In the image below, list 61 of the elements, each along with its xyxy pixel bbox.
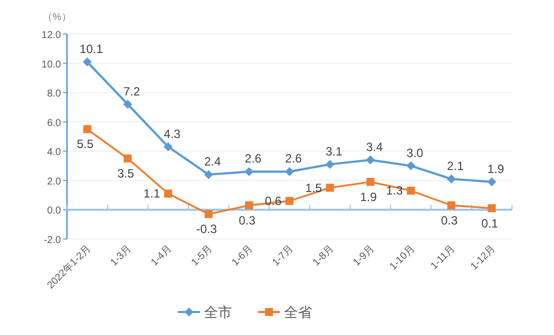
data-label: -0.3 xyxy=(196,222,218,236)
data-label: 3.4 xyxy=(366,140,384,154)
point xyxy=(487,177,496,186)
point xyxy=(123,100,132,109)
point xyxy=(204,210,213,218)
data-label: 3.0 xyxy=(406,146,424,160)
x-tick-label: 1-8月 xyxy=(311,243,336,268)
y-tick-label: 4.0 xyxy=(47,147,62,158)
y-tick-label: 12.0 xyxy=(42,30,62,41)
data-label: 4.3 xyxy=(164,126,181,141)
legend-label: 全省 xyxy=(284,304,312,320)
point xyxy=(124,154,132,162)
point xyxy=(366,155,375,164)
data-label: 3.5 xyxy=(117,166,134,180)
x-tick-label: 1-4月 xyxy=(149,243,174,268)
data-label: 1.9 xyxy=(360,190,378,204)
data-label: 1.5 xyxy=(305,180,322,195)
point xyxy=(406,186,415,195)
y-axis-title: （%） xyxy=(42,12,72,23)
data-label: 3.1 xyxy=(326,144,343,158)
data-label: 10.1 xyxy=(80,42,104,56)
y-tick-label: 6.0 xyxy=(47,118,62,129)
point xyxy=(446,174,456,184)
y-tick-label: 10.0 xyxy=(42,59,62,70)
data-label: 2.1 xyxy=(446,158,464,173)
x-tick-label: 1-7月 xyxy=(270,243,296,268)
point xyxy=(164,190,172,198)
data-label: 1.9 xyxy=(487,162,504,176)
point xyxy=(366,178,374,186)
point xyxy=(406,161,416,170)
data-label: 1.1 xyxy=(143,186,160,201)
legend-label: 全市 xyxy=(204,304,232,320)
point xyxy=(204,170,214,180)
point xyxy=(164,142,173,152)
point xyxy=(82,57,92,66)
point xyxy=(488,204,496,212)
point xyxy=(83,125,92,134)
y-tick-label: 0.0 xyxy=(47,206,62,217)
y-tick-label: 8.0 xyxy=(47,88,62,100)
point xyxy=(245,201,254,210)
x-tick-label: 1-5月 xyxy=(190,243,215,268)
data-label: 0.1 xyxy=(481,216,498,230)
point xyxy=(286,196,294,205)
data-label: 2.6 xyxy=(285,152,302,166)
x-tick-label: 1-3月 xyxy=(108,243,134,268)
data-label: 0.3 xyxy=(440,213,458,228)
data-label: 0.3 xyxy=(238,213,256,228)
point xyxy=(325,160,334,169)
point xyxy=(285,167,294,176)
point xyxy=(326,184,334,192)
x-tick-label: 1-6月 xyxy=(230,243,256,268)
x-tick-label: 1-11月 xyxy=(428,243,458,272)
data-label: 2.6 xyxy=(244,152,262,166)
x-tick-label: 1-9月 xyxy=(351,243,377,268)
data-label: 7.2 xyxy=(123,84,140,98)
data-label: 5.5 xyxy=(76,137,94,152)
y-tick-label: 2.0 xyxy=(47,176,62,188)
y-tick-label: -2.0 xyxy=(44,235,62,246)
point xyxy=(447,201,456,210)
data-label: 1.3 xyxy=(386,184,404,198)
data-label: 2.4 xyxy=(204,154,222,169)
